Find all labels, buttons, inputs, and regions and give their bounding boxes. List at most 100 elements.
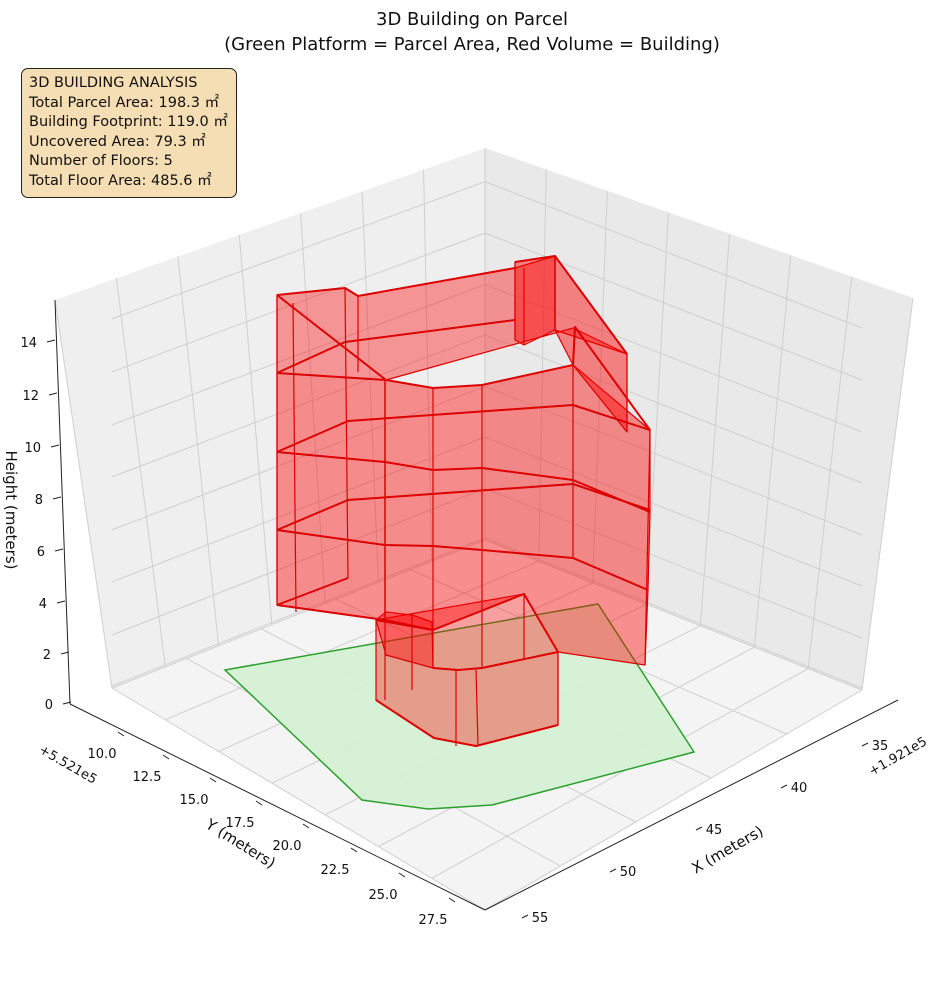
z-tick-label: 6 bbox=[37, 545, 45, 560]
info-heading: 3D BUILDING ANALYSIS bbox=[29, 75, 198, 91]
building-edge bbox=[276, 483, 651, 531]
grid-line-right-v bbox=[807, 276, 853, 669]
z-tick-mark bbox=[62, 701, 72, 705]
grid-line-floor bbox=[165, 560, 540, 721]
grid-line-right-h bbox=[484, 436, 863, 587]
grid-line-left-v bbox=[54, 299, 113, 689]
y-tick-mark bbox=[255, 800, 263, 806]
z-axis-line bbox=[54, 299, 71, 705]
building-vertical-edge bbox=[292, 302, 297, 613]
1.2 bbox=[375, 699, 559, 747]
info-floor-area: Total Floor Area: 485.6 ㎡ bbox=[29, 172, 212, 189]
grid-line-left-v bbox=[177, 256, 220, 646]
building-edge bbox=[276, 372, 387, 381]
x-tick-label: 35 bbox=[872, 739, 889, 754]
grid-line-right-h bbox=[484, 488, 863, 639]
grid-line-left-v bbox=[423, 169, 433, 562]
analysis-info-box: 3D BUILDING ANALYSIS Total Parcel Area: … bbox=[21, 68, 237, 198]
grid-line-floor bbox=[111, 687, 486, 911]
grid-line-right-v bbox=[699, 233, 731, 626]
x-tick-mark bbox=[609, 868, 617, 873]
x-tick-label: 45 bbox=[706, 823, 723, 838]
grid-line-floor bbox=[484, 539, 863, 691]
info-footprint: Building Footprint: 119.0 ㎡ bbox=[29, 114, 228, 130]
z-tick-label: 12 bbox=[22, 389, 39, 404]
x-tick-mark bbox=[861, 742, 869, 747]
y-tick-label: 10.0 bbox=[88, 747, 117, 762]
tower-left-face bbox=[276, 372, 386, 463]
grid-line-left-h bbox=[111, 436, 486, 583]
grid-line-left-v bbox=[238, 234, 273, 625]
grid-line-right-h bbox=[484, 181, 863, 329]
info-parcel-area: Total Parcel Area: 198.3 ㎡ bbox=[29, 94, 220, 111]
z-tick-mark bbox=[52, 496, 62, 500]
x-tick-label: 55 bbox=[532, 911, 549, 926]
ground-floor-front bbox=[375, 611, 434, 669]
x-tick-mark bbox=[780, 784, 788, 789]
grid-line-floor bbox=[111, 539, 486, 689]
grid-line-left-h bbox=[111, 386, 486, 531]
axis-lines bbox=[54, 299, 899, 911]
y-tick-label: 20.0 bbox=[273, 839, 302, 854]
y-tick-mark bbox=[162, 754, 170, 760]
building-edge bbox=[276, 267, 516, 297]
y-tick-label: 27.5 bbox=[419, 913, 448, 928]
grid-line-right-v bbox=[861, 297, 914, 691]
z-tick-mark bbox=[54, 548, 64, 552]
top-floor-shaft bbox=[514, 255, 556, 346]
y-tick-mark bbox=[302, 823, 310, 829]
grid-line-left-h bbox=[111, 284, 486, 426]
building-edge bbox=[276, 341, 346, 374]
building-vertical-edge bbox=[475, 669, 479, 747]
z-tick-label: 2 bbox=[43, 648, 51, 663]
y-axis-line bbox=[69, 703, 486, 911]
grid-line-right-h bbox=[484, 537, 863, 689]
grid-line-left-h bbox=[111, 334, 486, 478]
building-edge bbox=[344, 319, 516, 343]
grid-line-right-v bbox=[592, 190, 608, 583]
grid-line-left-h bbox=[111, 488, 486, 636]
grid-line-floor bbox=[431, 668, 809, 879]
y-tick-label: 17.5 bbox=[226, 816, 255, 831]
building-vertical-edge bbox=[344, 287, 349, 579]
building-volume bbox=[276, 255, 651, 747]
info-uncovered-area: Uncovered Area: 79.3 ㎡ bbox=[29, 133, 206, 150]
grid-line-floor bbox=[484, 689, 863, 911]
building-vertical-edge bbox=[644, 429, 651, 666]
z-tick-label: 10 bbox=[24, 441, 41, 456]
y-tick-label: 12.5 bbox=[133, 770, 162, 785]
x-tick-mark bbox=[695, 826, 703, 831]
z-tick-labels: 0 2 4 6 8 10 12 14 bbox=[20, 336, 72, 713]
grid-line-right-v bbox=[538, 169, 547, 562]
grid-line-left-v bbox=[361, 191, 379, 583]
y-tick-labels: 10.0 12.5 15.0 17.5 20.0 22.5 25.0 27.5 bbox=[88, 731, 456, 928]
grid-line-left-h bbox=[111, 232, 486, 373]
grid-line-left-h bbox=[111, 537, 486, 687]
building-edge bbox=[276, 577, 349, 606]
info-floors: Number of Floors: 5 bbox=[29, 153, 173, 169]
z-tick-mark bbox=[56, 600, 66, 604]
y-tick-label: 22.5 bbox=[321, 863, 350, 878]
y-tick-label: 15.0 bbox=[180, 793, 209, 808]
z-tick-mark bbox=[46, 339, 56, 343]
grid-line-right-h bbox=[484, 284, 863, 433]
x-tick-label: 40 bbox=[791, 781, 808, 796]
grid-line-right-h bbox=[484, 386, 863, 536]
grid-line-left-h bbox=[111, 181, 486, 320]
z-tick-label: 8 bbox=[35, 493, 43, 508]
y-tick-mark bbox=[117, 731, 125, 737]
y-tick-label: 25.0 bbox=[369, 888, 398, 903]
x-axis-label: X (meters) bbox=[688, 822, 766, 877]
building-edge bbox=[432, 651, 559, 671]
y-tick-mark bbox=[209, 777, 217, 783]
x-axis-line bbox=[484, 699, 899, 911]
z-tick-label: 4 bbox=[39, 597, 47, 612]
building-edge bbox=[276, 404, 651, 453]
z-axis-label: Height (meters) bbox=[2, 451, 20, 570]
grid-line-right-v bbox=[753, 255, 792, 648]
y-tick-mark bbox=[448, 897, 456, 903]
z-tick-mark bbox=[60, 651, 70, 655]
z-tick-mark bbox=[48, 392, 58, 396]
grid-line-right-v bbox=[646, 212, 669, 605]
